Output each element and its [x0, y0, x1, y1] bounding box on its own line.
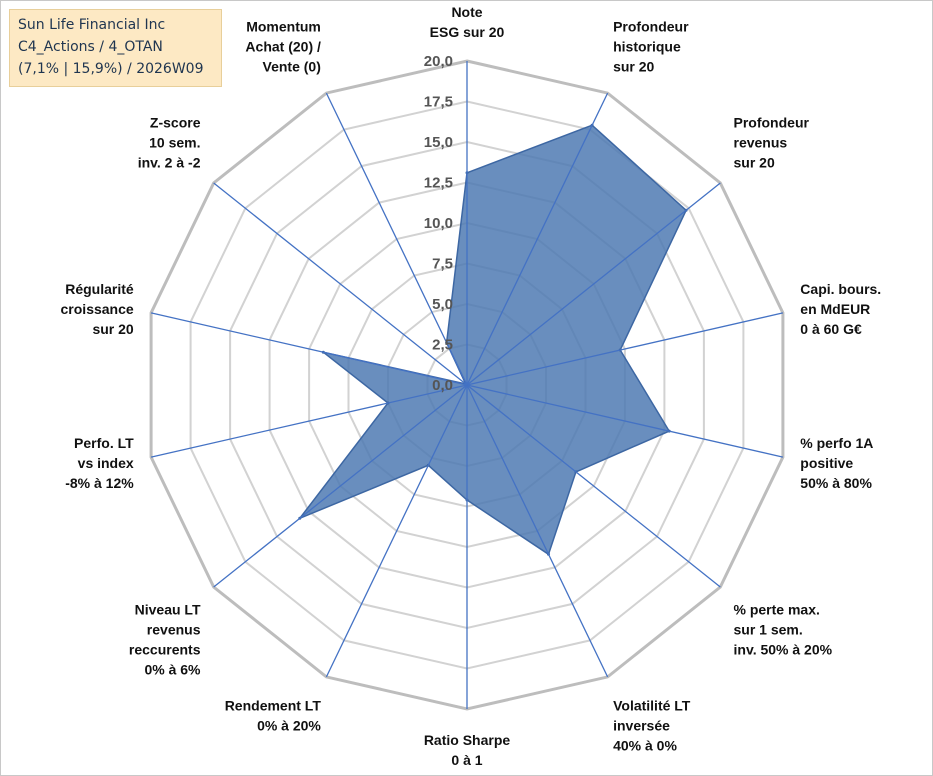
axis-label: Volatilité LT inversée 40% à 0%: [613, 698, 691, 754]
axis-label: Momentum Achat (20) / Vente (0): [245, 18, 321, 74]
axis-label-line: historique: [613, 38, 681, 54]
axis-label: Note ESG sur 20: [430, 4, 505, 40]
title-company: Sun Life Financial Inc: [18, 17, 166, 33]
tick-label: 10,0: [424, 215, 453, 232]
axis-spoke: [213, 384, 468, 588]
axis-label-line: Rendement LT: [225, 698, 322, 714]
axis-label-line: 40% à 0%: [613, 738, 677, 754]
axis-spoke: [150, 312, 468, 386]
axis-labels: Note ESG sur 20 Profondeur historique sur 20…: [61, 4, 882, 768]
axis-label-line: vs index: [78, 455, 134, 471]
axis-label-line: 0 à 60 G€: [800, 321, 862, 337]
axis-label-line: croissance: [61, 301, 134, 317]
title-classification: C4_Actions / 4_OTAN: [18, 39, 163, 55]
axis-label-line: inversée: [613, 718, 670, 734]
axis-spoke: [150, 384, 468, 458]
axis-label: % perte max. sur 1 sem. inv. 50% à 20%: [734, 602, 833, 658]
axis-label-line: -8% à 12%: [65, 475, 134, 491]
axis-spoke: [325, 384, 468, 678]
axis-label-line: Perfo. LT: [74, 435, 134, 451]
tick-label: 5,0: [432, 296, 453, 313]
axis-label-line: 50% à 80%: [800, 475, 872, 491]
axis-label-line: en MdEUR: [800, 301, 870, 317]
tick-label: 7,5: [432, 256, 453, 273]
axis-label: Profondeur revenus sur 20: [734, 114, 810, 170]
axis-label-line: 0 à 1: [451, 752, 482, 768]
axis-label-line: 10 sem.: [149, 134, 200, 150]
axis-label-line: Ratio Sharpe: [424, 732, 511, 748]
axis-label-line: Momentum: [246, 18, 321, 34]
axis-label-line: revenus: [734, 134, 788, 150]
axis-label-line: sur 1 sem.: [734, 622, 803, 638]
axis-label-line: Régularité: [65, 281, 134, 297]
axis-label-line: Profondeur: [613, 18, 689, 34]
axis-label-line: sur 20: [92, 321, 133, 337]
radar-spokes: [150, 61, 784, 709]
axis-label-line: Capi. bours.: [800, 281, 881, 297]
axis-spoke: [466, 182, 721, 386]
axis-label-line: reccurents: [129, 642, 201, 658]
axis-label-line: Achat (20) /: [245, 38, 321, 54]
tick-label: 2,5: [432, 337, 453, 354]
axis-label: Z-score 10 sem. inv. 2 à -2: [138, 114, 201, 170]
radial-tick-labels: 0,0 2,5 5,0 7,5 10,0 12,5 15,0 17,5 20,0: [424, 53, 453, 394]
tick-label: 15,0: [424, 134, 453, 151]
axis-label: Perfo. LT vs index -8% à 12%: [65, 435, 134, 491]
axis-label-line: % perfo 1A: [800, 435, 873, 451]
axis-label-line: sur 20: [613, 58, 654, 74]
title-performance: (7,1% | 15,9%) / 2026W09: [18, 61, 204, 77]
title-box: Sun Life Financial Inc C4_Actions / 4_OT…: [9, 9, 222, 87]
axis-label: Profondeur historique sur 20: [613, 18, 689, 74]
axis-label-line: sur 20: [734, 154, 775, 170]
tick-label: 20,0: [424, 53, 453, 70]
axis-spoke: [466, 384, 609, 678]
axis-label-line: inv. 2 à -2: [138, 154, 201, 170]
axis-label-line: revenus: [147, 622, 201, 638]
axis-label-line: Profondeur: [734, 114, 810, 130]
axis-label: Capi. bours. en MdEUR 0 à 60 G€: [800, 281, 881, 337]
axis-label: Rendement LT 0% à 20%: [225, 698, 322, 734]
axis-spoke: [466, 312, 784, 386]
axis-spoke: [325, 92, 468, 386]
tick-label: 12,5: [424, 175, 453, 192]
axis-label: Ratio Sharpe 0 à 1: [424, 732, 511, 768]
axis-label-line: Z-score: [150, 114, 201, 130]
axis-label: Régularité croissance sur 20: [61, 281, 134, 337]
axis-label-line: Vente (0): [263, 58, 321, 74]
axis-spoke: [466, 384, 721, 588]
axis-spoke: [466, 92, 609, 386]
axis-label-line: 0% à 20%: [257, 718, 321, 734]
tick-label: 17,5: [424, 94, 453, 111]
tick-label: 0,0: [432, 377, 453, 394]
axis-label-line: positive: [800, 455, 853, 471]
axis-label: Niveau LT revenus reccurents 0% à 6%: [129, 602, 201, 678]
axis-spoke: [213, 182, 468, 386]
axis-label-line: Niveau LT: [135, 602, 201, 618]
axis-label-line: 0% à 6%: [144, 662, 201, 678]
axis-label-line: % perte max.: [734, 602, 820, 618]
axis-label-line: ESG sur 20: [430, 24, 505, 40]
axis-spoke: [466, 384, 784, 458]
axis-label-line: Note: [451, 4, 482, 20]
axis-label-line: inv. 50% à 20%: [734, 642, 833, 658]
axis-label: % perfo 1A positive 50% à 80%: [800, 435, 873, 491]
axis-label-line: Volatilité LT: [613, 698, 691, 714]
